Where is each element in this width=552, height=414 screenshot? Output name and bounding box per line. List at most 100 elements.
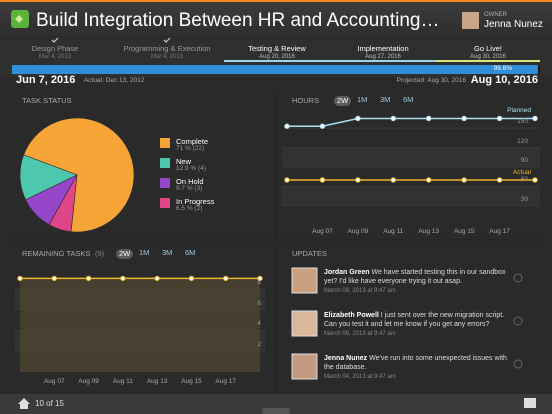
update-text: We have started testing this in our sand…	[324, 269, 506, 285]
avatar	[291, 353, 318, 380]
phase-name: Programming & Execution	[123, 44, 211, 53]
phase-underline-live	[436, 60, 540, 62]
phase-underline	[224, 60, 540, 62]
point	[426, 177, 432, 183]
series-label: Planned	[507, 107, 531, 115]
task-count: (9)	[95, 249, 105, 258]
avatar	[291, 267, 318, 294]
update-date: March 09, 2013 at 9:47 am	[324, 331, 396, 337]
range-tab[interactable]: 6M	[185, 248, 196, 257]
x-tick-label: Aug 11	[383, 228, 404, 235]
band	[282, 147, 540, 167]
update-author: Jenna Nunez	[324, 355, 368, 362]
legend-swatch	[160, 178, 170, 188]
start-date: Jun 7, 2016	[16, 74, 76, 86]
x-tick-label: Aug 07	[43, 378, 65, 385]
update-date: March 09, 2013 at 9:47 am	[324, 288, 396, 294]
phase-name: Design Phase	[31, 44, 79, 53]
y-tick-label: 4	[257, 320, 261, 328]
x-tick-label: Aug 09	[347, 228, 369, 235]
comment-icon[interactable]	[524, 398, 536, 408]
point	[390, 177, 396, 183]
range-tab[interactable]: 3M	[380, 95, 391, 104]
phase-date: Aug 20, 2016	[259, 54, 295, 60]
x-tick-label: Aug 15	[453, 228, 475, 235]
expand-icon[interactable]	[513, 359, 523, 369]
point	[496, 177, 503, 183]
owner-avatar	[462, 12, 479, 29]
point	[85, 275, 92, 282]
x-tick-label: Aug 07	[312, 228, 333, 235]
update-item: Jenna Nunez We've run into some unexpect…	[324, 354, 512, 382]
x-tick-label: Aug 09	[78, 378, 99, 385]
expand-icon[interactable]	[513, 316, 523, 326]
panel-title: REMAINING TASKS	[22, 249, 91, 258]
panel-title: TASK STATUS	[22, 96, 72, 105]
home-icon[interactable]	[18, 398, 30, 409]
point	[284, 177, 290, 183]
point	[461, 177, 467, 183]
panel-title: HOURS	[292, 96, 320, 105]
y-tick-label: 30	[520, 195, 528, 203]
range-tab[interactable]: 2W	[116, 249, 134, 259]
y-tick-label: 6	[257, 299, 261, 307]
y-tick-label: 2	[257, 341, 261, 349]
legend-swatch	[160, 158, 170, 168]
handle	[262, 408, 290, 414]
range-tab[interactable]: 1M	[139, 248, 150, 257]
range-tab[interactable]: 3M	[162, 248, 173, 257]
range-tab[interactable]: 6M	[403, 95, 414, 104]
series-label: Actual	[512, 168, 531, 176]
progress-label: 99.6%	[493, 65, 512, 72]
expand-icon[interactable]	[513, 273, 523, 283]
projected-date: Projected: Aug 30, 2016	[396, 77, 466, 84]
legend-value: 71 % (22)	[176, 145, 205, 152]
phase-date: Aug 27, 2016	[365, 54, 401, 60]
point	[532, 115, 538, 122]
update-author: Elizabeth Powell	[324, 312, 379, 319]
phase-check	[163, 37, 171, 43]
phase-name: Implementation	[357, 44, 409, 53]
pie-slice	[23, 117, 135, 233]
point	[390, 115, 396, 122]
point	[257, 275, 263, 282]
owner-name: Jenna Nunez	[484, 19, 543, 30]
point	[532, 177, 538, 183]
point	[188, 275, 195, 282]
phase-check	[51, 37, 59, 43]
owner-label: OWNER	[484, 12, 507, 18]
legend-label: New	[176, 157, 192, 166]
project-title: Build Integration Between HR and Account…	[36, 10, 440, 31]
update-item: Elizabeth Powell I just sent over the ne…	[324, 311, 512, 339]
point	[319, 177, 326, 183]
point	[17, 275, 23, 282]
x-tick-label: Aug 17	[489, 228, 510, 235]
point	[496, 115, 503, 122]
y-tick-label: 150	[517, 118, 528, 126]
footer-bg	[0, 394, 552, 414]
legend-value: 6.5 % (2)	[176, 205, 203, 212]
point	[223, 275, 229, 282]
update-item: Jordan Green We have started testing thi…	[324, 268, 512, 296]
point	[120, 275, 126, 282]
y-tick-label: 120	[517, 137, 528, 145]
phase-name: Testing & Review	[248, 44, 306, 53]
progress-fill	[12, 65, 538, 74]
header-bg	[0, 0, 552, 40]
page-indicator: 10 of 15	[35, 399, 64, 408]
legend-label: On Hold	[176, 177, 204, 186]
panel-title: UPDATES	[292, 249, 327, 258]
x-tick-label: Aug 17	[215, 378, 237, 385]
top-accent	[0, 0, 552, 2]
range-tab[interactable]: 2W	[334, 96, 352, 106]
x-tick-label: Aug 15	[181, 378, 202, 385]
band	[282, 186, 540, 206]
x-tick-label: Aug 13	[418, 228, 440, 235]
range-tab[interactable]: 1M	[357, 95, 368, 104]
legend-label: In Progress	[176, 197, 215, 206]
legend-label: Complete	[176, 137, 209, 146]
phase-name: Go Live!	[474, 44, 502, 53]
area	[20, 278, 260, 372]
